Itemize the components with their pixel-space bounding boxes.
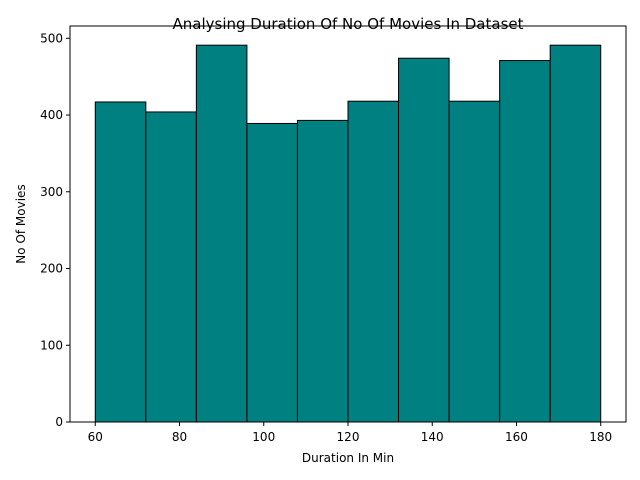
histogram-bar bbox=[398, 57, 450, 423]
x-tick-label: 140 bbox=[421, 430, 444, 444]
histogram-bar bbox=[448, 100, 501, 423]
y-tick-label: 200 bbox=[40, 262, 63, 276]
x-tick-label: 100 bbox=[252, 430, 275, 444]
x-tick-label: 120 bbox=[337, 430, 360, 444]
x-tick-label: 60 bbox=[88, 430, 103, 444]
y-axis-label: No Of Movies bbox=[14, 184, 28, 263]
bars-group bbox=[94, 44, 602, 423]
histogram-bar bbox=[145, 111, 197, 423]
y-tick-label: 400 bbox=[40, 108, 63, 122]
histogram-bar bbox=[549, 44, 602, 423]
histogram-bar bbox=[499, 60, 551, 423]
y-tick-label: 500 bbox=[40, 31, 63, 45]
y-tick-label: 100 bbox=[40, 338, 63, 352]
y-tick-label: 0 bbox=[55, 415, 63, 429]
x-axis-label: Duration In Min bbox=[302, 451, 394, 465]
plot-frame bbox=[69, 25, 627, 423]
y-tick-label: 300 bbox=[40, 185, 63, 199]
x-tick-label: 80 bbox=[172, 430, 187, 444]
y-axis-ticks: 0 100 200 300 400 500 bbox=[40, 31, 70, 429]
x-tick-label: 160 bbox=[505, 430, 528, 444]
x-axis-ticks: 60 80 100 120 140 160 180 bbox=[88, 422, 612, 444]
histogram-bar bbox=[296, 119, 349, 423]
histogram-bar bbox=[347, 100, 400, 423]
histogram-bar bbox=[94, 101, 147, 423]
histogram-bar bbox=[195, 44, 248, 423]
histogram-bar bbox=[246, 122, 298, 423]
chart-title: Analysing Duration Of No Of Movies In Da… bbox=[173, 15, 524, 33]
x-tick-label: 180 bbox=[589, 430, 612, 444]
